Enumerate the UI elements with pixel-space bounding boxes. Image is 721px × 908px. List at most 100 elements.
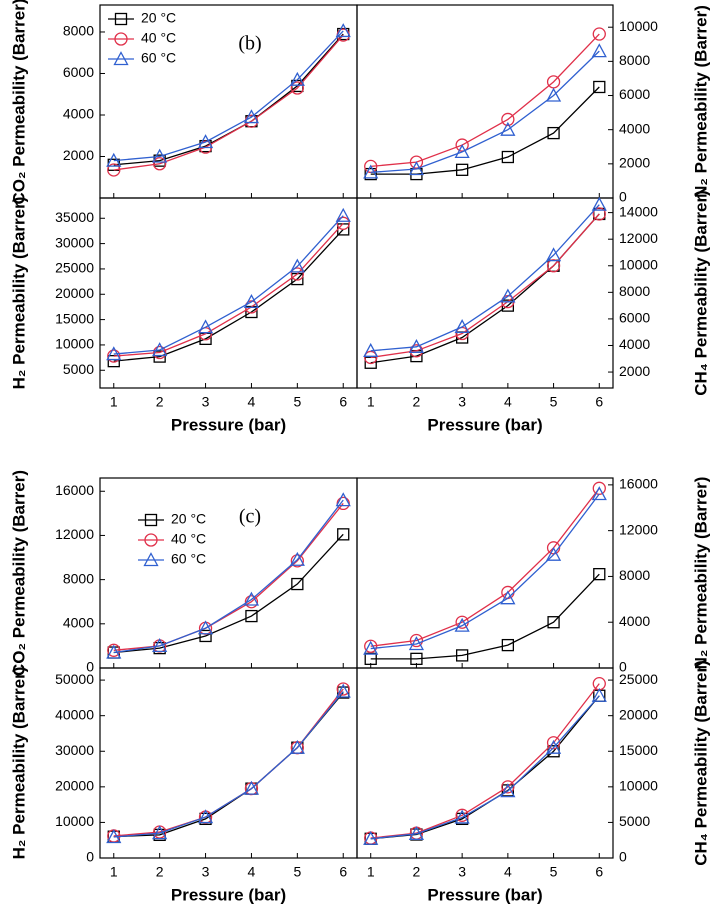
marker	[290, 267, 304, 281]
y-tick-label: 20000	[619, 706, 658, 722]
y-tick-label: 12000	[55, 526, 94, 542]
marker	[243, 109, 260, 124]
marker	[363, 342, 379, 357]
x-tick-label: 3	[202, 864, 210, 880]
y-axis-label: H₂ Permeability (Barrer)	[9, 197, 28, 390]
series-line	[370, 33, 600, 168]
y-tick-label: 8000	[63, 570, 94, 586]
x-tick-label: 3	[458, 864, 466, 880]
x-tick-label: 1	[367, 394, 375, 410]
legend-marker	[144, 513, 158, 527]
marker	[335, 683, 351, 698]
panel-label: (c)	[239, 506, 261, 528]
x-tick-label: 5	[293, 394, 301, 410]
marker	[455, 808, 469, 822]
y-tick-label: 30000	[55, 234, 94, 250]
marker	[408, 636, 425, 651]
legend-label: 20 °C	[171, 511, 206, 527]
series-line	[113, 692, 344, 838]
marker	[290, 81, 304, 95]
y-tick-label: 25000	[619, 671, 658, 687]
y-tick-label: 10000	[619, 778, 658, 794]
y-axis-label: N₂ Permeability (Barrer)	[691, 5, 710, 198]
y-tick-label: 4000	[63, 106, 94, 122]
series-line	[113, 34, 344, 171]
marker	[199, 629, 212, 643]
y-axis-label: CO₂ Permeability (Barrer)	[9, 0, 28, 204]
marker	[363, 640, 379, 655]
y-tick-label: 0	[619, 189, 627, 205]
marker	[335, 23, 351, 38]
y-tick-label: 16000	[55, 482, 94, 498]
marker	[500, 783, 516, 798]
y-tick-label: 50000	[55, 671, 94, 687]
marker	[545, 739, 562, 754]
y-tick-label: 25000	[55, 260, 94, 276]
series-line	[370, 695, 600, 840]
marker	[245, 609, 258, 623]
marker	[363, 164, 379, 179]
legend-label: 40 °C	[171, 531, 206, 547]
series-line	[370, 204, 600, 352]
plot-frame	[356, 667, 614, 859]
marker	[454, 617, 470, 632]
marker	[364, 159, 378, 174]
x-tick-label: 2	[413, 394, 421, 410]
series-line	[370, 493, 600, 650]
y-tick-label: 0	[619, 849, 627, 865]
marker	[197, 620, 214, 635]
y-tick-label: 6000	[619, 310, 650, 326]
marker	[454, 144, 470, 159]
marker	[107, 643, 121, 657]
y-tick-label: 10000	[619, 256, 658, 272]
y-tick-label: 8000	[619, 283, 650, 299]
y-tick-label: 8000	[619, 52, 650, 68]
x-tick-label: 6	[595, 394, 603, 410]
marker	[501, 112, 515, 127]
marker	[410, 652, 423, 665]
x-tick-label: 1	[110, 394, 118, 410]
y-tick-label: 4000	[63, 615, 94, 631]
marker	[106, 829, 122, 844]
plot-frame	[356, 4, 614, 199]
plot-frame	[99, 667, 358, 859]
legend-label: 60 °C	[171, 551, 206, 567]
y-tick-label: 8000	[63, 23, 94, 39]
y-tick-label: 2000	[619, 363, 650, 379]
x-tick-label: 5	[293, 864, 301, 880]
marker	[289, 71, 305, 86]
series-line	[113, 228, 344, 362]
x-tick-label: 4	[248, 394, 256, 410]
marker	[591, 486, 607, 501]
legend-marker	[143, 552, 159, 567]
y-tick-label: 10000	[55, 813, 94, 829]
x-tick-label: 3	[458, 394, 466, 410]
y-tick-label: 0	[619, 659, 627, 675]
marker	[153, 157, 167, 171]
y-tick-label: 10000	[55, 336, 94, 352]
marker	[106, 152, 122, 167]
marker	[545, 247, 562, 262]
plot-frame	[99, 477, 358, 669]
marker	[500, 121, 516, 136]
x-tick-label: 3	[202, 394, 210, 410]
x-tick-label: 6	[339, 864, 347, 880]
marker	[291, 577, 304, 591]
y-tick-label: 5000	[63, 361, 94, 377]
y-axis-label: N₂ Permeability (Barrer)	[691, 477, 710, 670]
y-axis-label: CH₄ Permeability (Barrer)	[691, 190, 710, 396]
plot-frame	[356, 477, 614, 669]
y-tick-label: 5000	[619, 813, 650, 829]
series-line	[113, 688, 344, 837]
y-tick-label: 30000	[55, 742, 94, 758]
series-line	[113, 691, 344, 838]
marker	[545, 87, 562, 102]
series-line	[113, 533, 344, 654]
marker	[408, 338, 425, 353]
series-line	[370, 683, 600, 839]
x-tick-label: 6	[339, 394, 347, 410]
marker	[107, 163, 121, 177]
y-tick-label: 40000	[55, 706, 94, 722]
